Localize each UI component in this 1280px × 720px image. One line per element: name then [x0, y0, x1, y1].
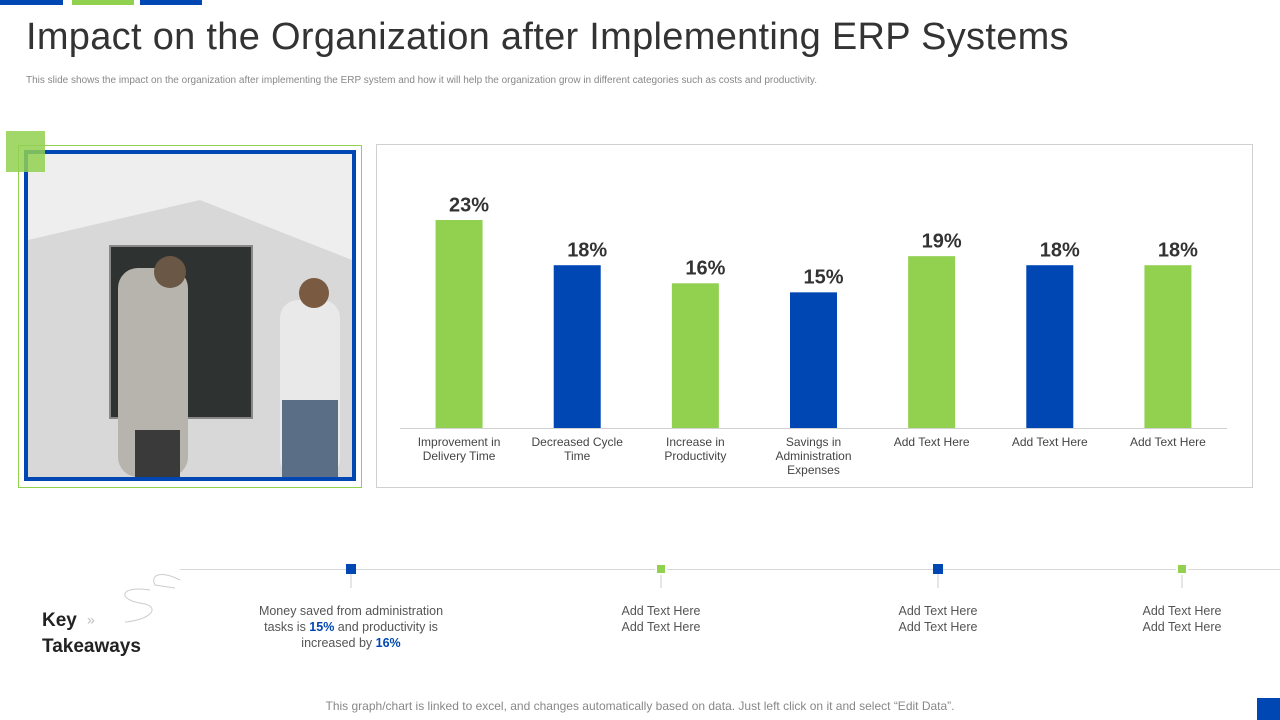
takeaway-text: Add Text Here [1142, 604, 1222, 618]
takeaway-text: Add Text Here [898, 604, 978, 618]
corner-square [1257, 698, 1280, 720]
x-tick-label: Increase in Productivity [664, 435, 727, 463]
bar [1026, 265, 1074, 428]
x-tick-label: Add Text Here [1011, 435, 1088, 449]
decor-arrow: » [87, 612, 95, 628]
photo-border [24, 150, 356, 481]
photo [28, 154, 352, 477]
value-label: 16% [685, 258, 725, 280]
x-tick-label: Improvement in Delivery Time [417, 435, 501, 463]
takeaway: Add Text Here Add Text Here [838, 603, 1038, 635]
x-tick-label: Add Text Here [1130, 435, 1206, 449]
takeaway-text: and productivity is increased by [301, 620, 438, 650]
takeaway-text: Add Text Here [621, 620, 701, 634]
takeaway-text: Add Text Here [898, 620, 978, 634]
bar [790, 292, 837, 428]
accent-square [6, 131, 45, 172]
takeaway: Money saved from administration tasks is… [251, 603, 451, 651]
value-label: 18% [567, 239, 607, 261]
value-label: 15% [803, 267, 843, 289]
x-tick-label: Decreased Cycle Time [531, 435, 623, 463]
decor-curve [124, 574, 181, 623]
bar [553, 265, 601, 428]
x-tick-label: Savings in Administration Expenses [775, 435, 852, 477]
takeaway-text: Add Text Here [1142, 620, 1222, 634]
takeaway-highlight: 15% [309, 620, 335, 634]
value-label: 18% [1040, 239, 1080, 261]
takeaway-highlight: 16% [375, 636, 401, 650]
value-label: 18% [1158, 239, 1198, 261]
subtitle: This slide shows the impact on the organ… [26, 75, 817, 86]
timeline-markers [346, 563, 1188, 588]
accent-bar [72, 0, 134, 5]
photo-frame [18, 145, 362, 488]
footer-note: This graph/chart is linked to excel, and… [325, 699, 955, 713]
accent-bar [0, 0, 63, 5]
value-label: 19% [922, 230, 962, 252]
value-label: 23% [449, 194, 489, 216]
bar [1144, 265, 1192, 428]
takeaways-heading: Key Takeaways [42, 610, 141, 657]
takeaway: Add Text Here Add Text Here [1082, 603, 1280, 635]
title: Impact on the Organization after Impleme… [26, 16, 1069, 58]
bar [435, 220, 483, 428]
bar [671, 283, 719, 428]
x-tick-label: Add Text Here [893, 435, 970, 449]
takeaway-text: Money saved from administration tasks is [258, 604, 444, 634]
bar [908, 256, 956, 428]
takeaway-text: Add Text Here [621, 604, 701, 618]
takeaway: Add Text Here Add Text Here [561, 603, 761, 635]
accent-bar [140, 0, 202, 5]
